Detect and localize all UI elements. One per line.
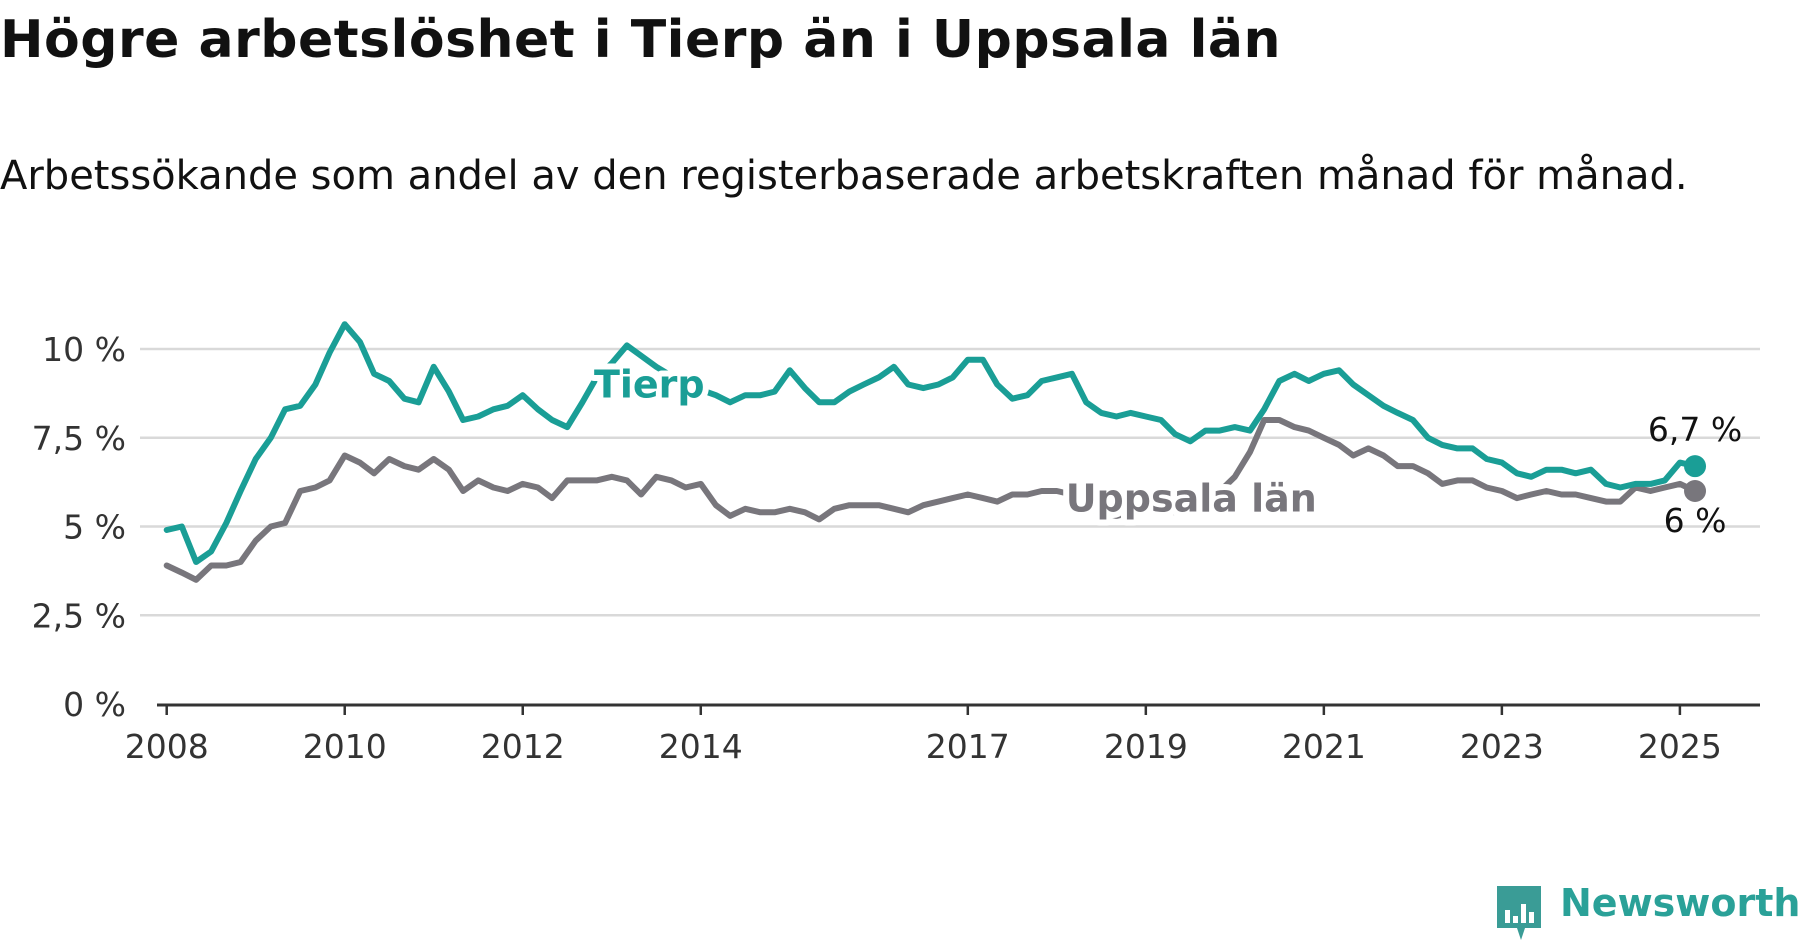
newsworthy-logo: Newsworthy — [1493, 880, 1800, 950]
y-tick-label: 5 % — [63, 508, 126, 547]
x-tick-label: 2014 — [659, 727, 743, 766]
y-tick-label: 2,5 % — [32, 596, 126, 635]
y-tick-label: 7,5 % — [32, 419, 126, 458]
x-tick-label: 2023 — [1460, 727, 1544, 766]
x-tick-label: 2019 — [1104, 727, 1188, 766]
x-tick-label: 2025 — [1638, 727, 1722, 766]
series-line-uppsala-lan — [163, 417, 1698, 583]
chart-subtitle: Arbetssökande som andel av den registerb… — [0, 153, 1688, 199]
series-label-uppsala-lan: Uppsala län — [1066, 477, 1317, 521]
x-tick-label: 2008 — [125, 727, 209, 766]
brand-name: Newsworthy — [1560, 881, 1800, 925]
y-tick-label: 0 % — [63, 685, 126, 724]
series-line-tierp — [163, 321, 1698, 565]
grid-lines — [140, 347, 1760, 617]
end-point-uppsala-lan — [1684, 480, 1707, 502]
end-point-tierp — [1684, 455, 1707, 478]
series-label-tierp: Tierp — [594, 362, 705, 406]
series-lines — [163, 321, 1707, 583]
x-tick-label: 2017 — [926, 727, 1010, 766]
x-axis: 2008 2010 2012 2014 2017 2019 2021 2023 2025 — [125, 703, 1760, 766]
newsworthy-bar-chart-icon — [1497, 886, 1541, 940]
y-tick-label: 10 % — [42, 330, 126, 369]
end-value-label-uppsala-lan: 6 % — [1664, 501, 1727, 540]
y-axis-ticks: 0 % 2,5 % 5 % 7,5 % 10 % — [32, 330, 126, 724]
series-labels: 6,7 % 6 % Tierp Uppsala län — [588, 356, 1742, 540]
x-tick-label: 2012 — [481, 727, 565, 766]
chart-title: Högre arbetslöshet i Tierp än i Uppsala … — [0, 10, 1282, 70]
x-tick-label: 2010 — [303, 727, 387, 766]
x-tick-label: 2021 — [1282, 727, 1366, 766]
end-value-label-tierp: 6,7 % — [1648, 410, 1742, 449]
